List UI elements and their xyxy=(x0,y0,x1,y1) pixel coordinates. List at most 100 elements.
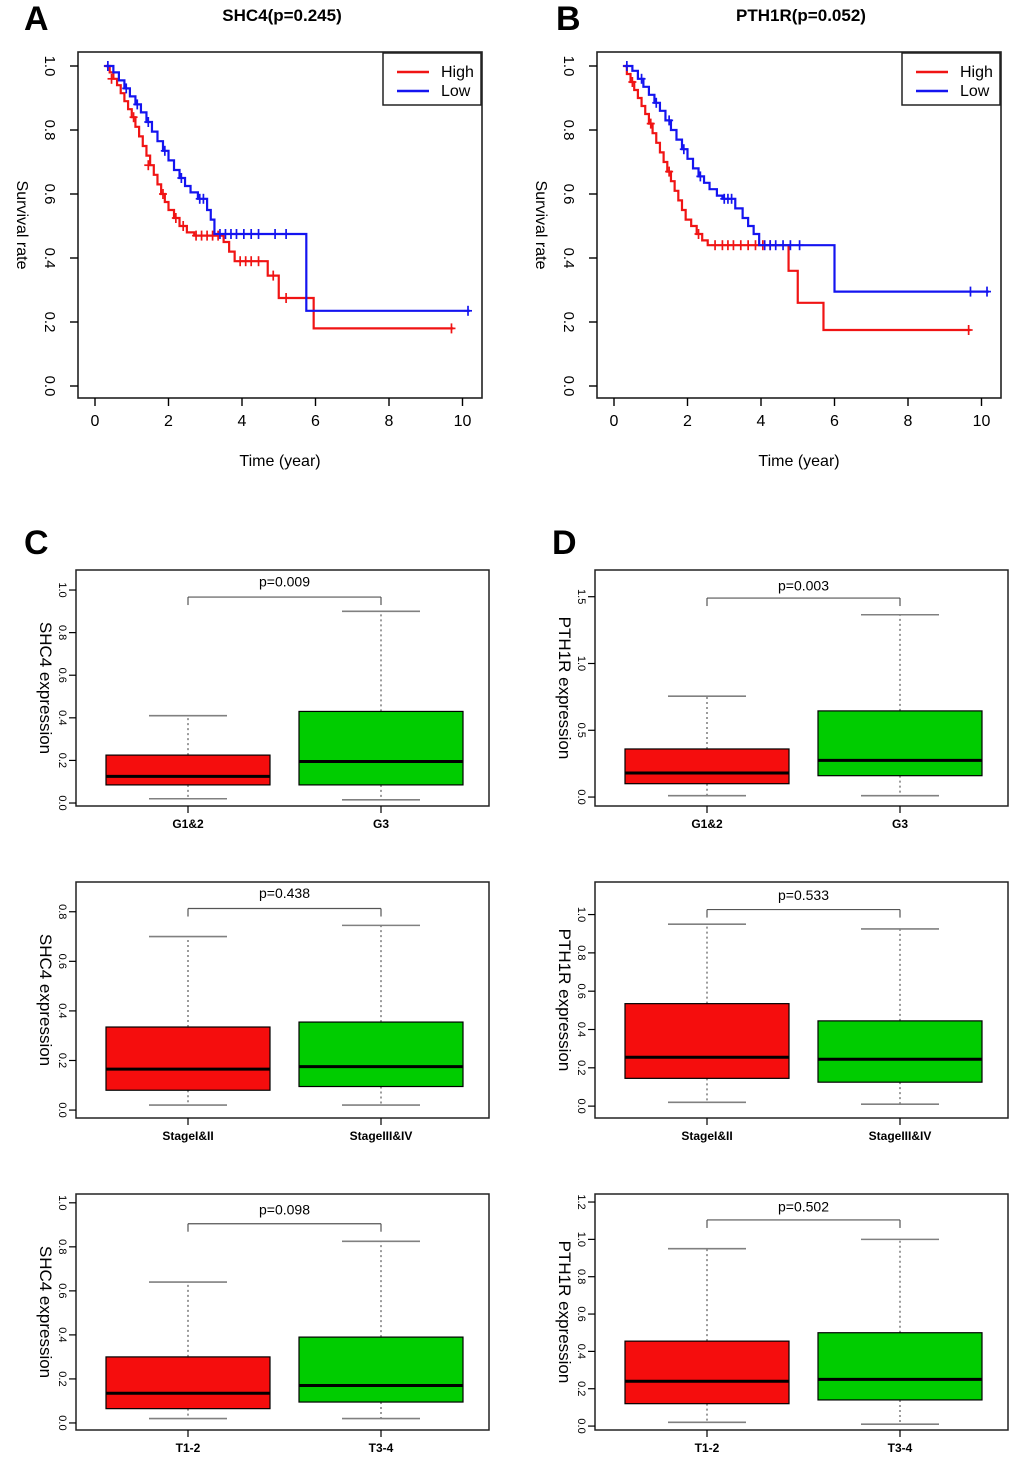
svg-text:Time (year): Time (year) xyxy=(239,453,320,470)
svg-text:G3: G3 xyxy=(373,817,389,831)
svg-text:0.0: 0.0 xyxy=(56,1415,68,1430)
svg-text:6: 6 xyxy=(830,413,839,430)
svg-text:StageI&II: StageI&II xyxy=(162,1129,213,1143)
svg-text:High: High xyxy=(960,64,993,81)
svg-text:0: 0 xyxy=(610,413,619,430)
svg-text:StageIII&IV: StageIII&IV xyxy=(869,1129,932,1143)
svg-text:Survival rate: Survival rate xyxy=(532,181,549,270)
svg-text:0.8: 0.8 xyxy=(56,904,68,919)
svg-text:0.8: 0.8 xyxy=(41,120,58,141)
svg-text:Low: Low xyxy=(960,83,990,100)
svg-text:p=0.533: p=0.533 xyxy=(778,887,829,903)
svg-text:1.0: 1.0 xyxy=(575,907,587,922)
svg-text:10: 10 xyxy=(973,413,991,430)
svg-text:SHC4 expression: SHC4 expression xyxy=(36,622,55,754)
svg-text:0.6: 0.6 xyxy=(575,1306,587,1321)
svg-text:2: 2 xyxy=(683,413,692,430)
svg-text:1.0: 1.0 xyxy=(56,582,68,597)
svg-text:2: 2 xyxy=(164,413,173,430)
boxplot-shc4-t: 0.0 0.2 0.4 0.6 0.8 1.0 SHC4 expression T1-2 T3-… xyxy=(36,1193,490,1455)
svg-text:G3: G3 xyxy=(892,817,908,831)
svg-text:0.5: 0.5 xyxy=(575,723,587,738)
svg-text:G1&2: G1&2 xyxy=(691,817,723,831)
svg-text:0.0: 0.0 xyxy=(56,1102,68,1117)
boxplot-pth1r-t: 0.0 0.2 0.4 0.6 0.8 1.0 1.2 PTH1R expression T1-… xyxy=(555,1193,1009,1455)
svg-text:4: 4 xyxy=(757,413,766,430)
svg-text:0.2: 0.2 xyxy=(575,1060,587,1075)
svg-text:StageIII&IV: StageIII&IV xyxy=(350,1129,413,1143)
panel-letter-c: C xyxy=(24,524,49,562)
svg-text:0.2: 0.2 xyxy=(41,312,58,333)
svg-text:SHC4 expression: SHC4 expression xyxy=(36,934,55,1066)
svg-text:8: 8 xyxy=(904,413,913,430)
svg-text:0.6: 0.6 xyxy=(56,1283,68,1298)
svg-text:0.0: 0.0 xyxy=(41,376,58,397)
svg-text:T1-2: T1-2 xyxy=(176,1441,201,1455)
svg-text:p=0.502: p=0.502 xyxy=(778,1199,829,1215)
svg-text:0.6: 0.6 xyxy=(56,668,68,683)
svg-text:1.5: 1.5 xyxy=(575,589,587,604)
survival-plot-shc4: 0.0 0.2 0.4 0.6 0.8 1.0 0 2 4 6 8 10 Survival rate Ti… xyxy=(13,51,483,470)
svg-text:0.8: 0.8 xyxy=(575,1269,587,1284)
svg-text:0.0: 0.0 xyxy=(575,1098,587,1113)
svg-text:p=0.009: p=0.009 xyxy=(259,574,310,590)
svg-text:1.0: 1.0 xyxy=(41,56,58,77)
boxplot-shc4-stage: 0.0 0.2 0.4 0.6 0.8 SHC4 expression StageI&II S… xyxy=(36,881,490,1143)
panel-letter-a: A xyxy=(24,0,49,38)
svg-text:T1-2: T1-2 xyxy=(695,1441,720,1455)
svg-text:0.0: 0.0 xyxy=(575,789,587,804)
svg-text:PTH1R expression: PTH1R expression xyxy=(555,1241,574,1384)
svg-text:0.4: 0.4 xyxy=(56,1003,68,1018)
svg-text:1.0: 1.0 xyxy=(56,1195,68,1210)
svg-text:p=0.003: p=0.003 xyxy=(778,577,829,593)
svg-text:1.2: 1.2 xyxy=(575,1194,587,1209)
svg-text:Low: Low xyxy=(441,83,471,100)
boxplot-pth1r-grade: 0.0 0.5 1.0 1.5 PTH1R expression G1&2 G3 p=0.00… xyxy=(555,569,1009,831)
svg-text:0.6: 0.6 xyxy=(560,184,577,205)
svg-text:High: High xyxy=(441,64,474,81)
svg-text:1.0: 1.0 xyxy=(575,1232,587,1247)
svg-text:1.0: 1.0 xyxy=(575,656,587,671)
svg-text:0.8: 0.8 xyxy=(560,120,577,141)
svg-text:8: 8 xyxy=(385,413,394,430)
svg-text:p=0.438: p=0.438 xyxy=(259,885,310,901)
svg-text:PTH1R expression: PTH1R expression xyxy=(555,929,574,1072)
svg-text:T3-4: T3-4 xyxy=(369,1441,394,1455)
svg-text:0.2: 0.2 xyxy=(56,753,68,768)
svg-text:0.2: 0.2 xyxy=(56,1371,68,1386)
panel-letter-d: D xyxy=(552,524,577,562)
svg-text:4: 4 xyxy=(238,413,247,430)
svg-text:0.8: 0.8 xyxy=(575,945,587,960)
svg-text:0.0: 0.0 xyxy=(575,1418,587,1433)
svg-text:T3-4: T3-4 xyxy=(888,1441,913,1455)
svg-text:Survival rate: Survival rate xyxy=(13,181,30,270)
svg-text:0.4: 0.4 xyxy=(575,1344,587,1359)
svg-text:0.2: 0.2 xyxy=(560,312,577,333)
svg-text:1.0: 1.0 xyxy=(560,56,577,77)
svg-text:SHC4 expression: SHC4 expression xyxy=(36,1246,55,1378)
svg-text:6: 6 xyxy=(311,413,320,430)
panel-letter-b: B xyxy=(556,0,581,38)
svg-text:StageI&II: StageI&II xyxy=(681,1129,732,1143)
svg-text:0: 0 xyxy=(91,413,100,430)
svg-text:0.4: 0.4 xyxy=(560,248,577,269)
svg-text:0.4: 0.4 xyxy=(56,1327,68,1342)
svg-text:Time (year): Time (year) xyxy=(758,453,839,470)
svg-text:PTH1R expression: PTH1R expression xyxy=(555,617,574,760)
svg-text:0.2: 0.2 xyxy=(56,1053,68,1068)
svg-text:0.2: 0.2 xyxy=(575,1381,587,1396)
svg-text:10: 10 xyxy=(454,413,472,430)
panel-a-title: SHC4(p=0.245) xyxy=(222,6,342,25)
svg-text:0.6: 0.6 xyxy=(41,184,58,205)
panel-b-title: PTH1R(p=0.052) xyxy=(736,6,866,25)
svg-text:0.8: 0.8 xyxy=(56,625,68,640)
svg-text:G1&2: G1&2 xyxy=(172,817,204,831)
svg-text:0.0: 0.0 xyxy=(56,795,68,810)
svg-text:0.6: 0.6 xyxy=(575,984,587,999)
svg-text:0.4: 0.4 xyxy=(575,1022,587,1037)
boxplot-shc4-grade: 0.0 0.2 0.4 0.6 0.8 1.0 SHC4 expression G1&2 G3 p… xyxy=(36,569,490,831)
svg-text:0.6: 0.6 xyxy=(56,954,68,969)
svg-text:0.4: 0.4 xyxy=(41,248,58,269)
